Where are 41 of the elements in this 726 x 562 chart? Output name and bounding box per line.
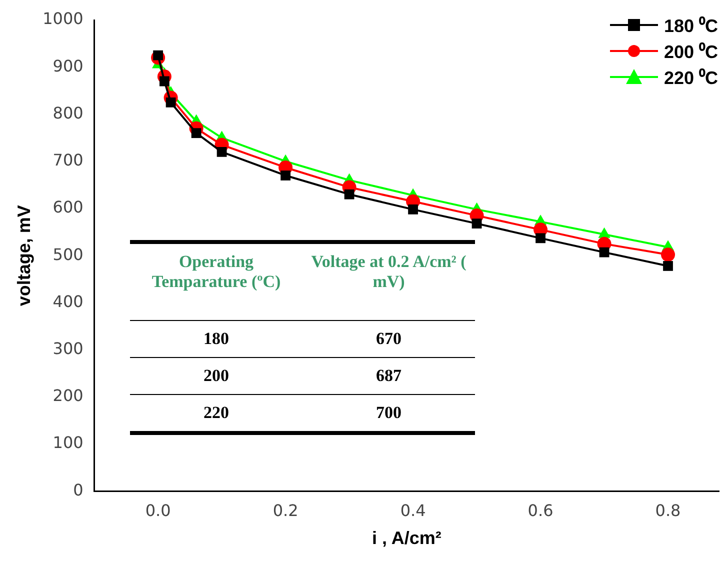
point (216, 146, 227, 157)
point (166, 98, 176, 108)
point (280, 170, 290, 180)
point (599, 247, 610, 258)
point (663, 261, 673, 271)
point (536, 233, 546, 244)
annotation: 180 (202, 329, 230, 349)
x-tick-label: 0.4 (400, 500, 426, 520)
x-tick-label: 0.8 (655, 500, 681, 520)
y-axis-title: voltage, mV (14, 205, 34, 306)
annotation: 220 (202, 403, 230, 423)
legend-label: 180 ⁰C (664, 15, 718, 37)
y-tick-label: 200 (52, 386, 84, 406)
legend-label: 200 ⁰C (664, 41, 718, 63)
point (408, 204, 418, 214)
point (472, 218, 482, 229)
annotation: Operating Temparature (ºC) (150, 252, 282, 292)
annotation: 200 (202, 366, 230, 386)
point (159, 76, 170, 86)
y-tick-label: 900 (52, 56, 84, 76)
y-tick-label: 300 (52, 338, 84, 358)
y-tick-label: 1000 (42, 9, 84, 28)
annotation: Voltage at 0.2 A/cm² ( mV) (310, 252, 468, 292)
y-tick-label: 400 (52, 292, 84, 311)
y-tick-label: 500 (52, 244, 84, 264)
x-tick-label: 0.0 (145, 500, 171, 520)
y-tick-label: 100 (52, 433, 84, 452)
x-tick-label: 0.2 (272, 500, 298, 520)
x-tick-label: 0.6 (528, 500, 554, 520)
point (661, 248, 676, 262)
y-tick-label: 800 (52, 103, 84, 122)
annotation: 687 (375, 366, 402, 386)
x-axis-title: i , A/cm² (372, 528, 442, 548)
y-tick-label: 600 (52, 198, 84, 217)
annotation: 670 (375, 329, 402, 349)
point (344, 189, 354, 200)
y-tick-label: 0 (73, 480, 84, 500)
point (191, 128, 202, 138)
legend-label: 220 ⁰C (664, 67, 718, 89)
y-tick-label: 700 (52, 150, 84, 170)
annotation: 700 (375, 403, 402, 423)
